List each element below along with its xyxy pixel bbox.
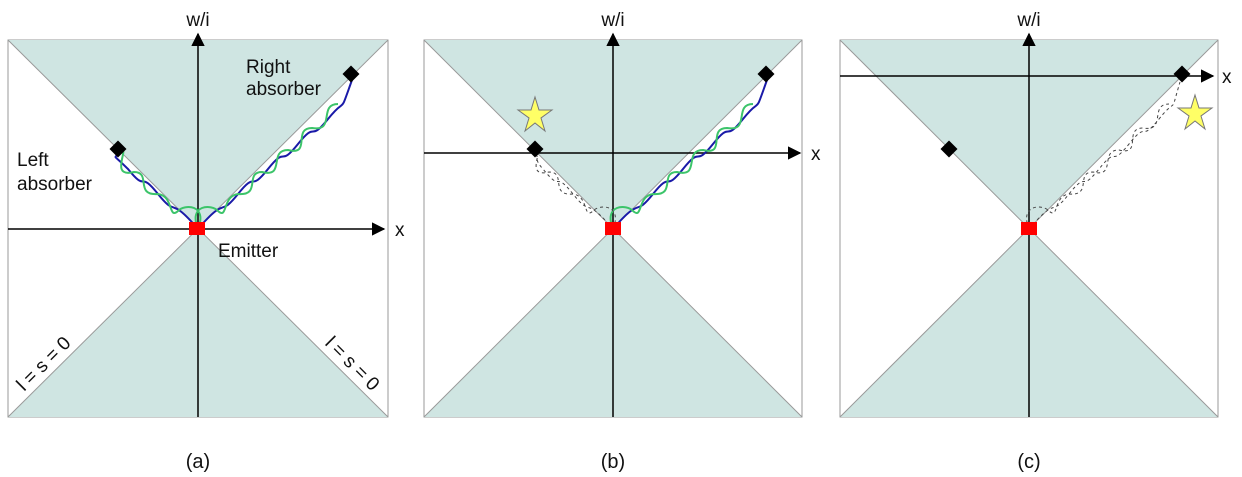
panel-a: w/i x Emitter Right absorber Left absorb… xyxy=(7,10,405,473)
panel-b-x-axis-label: x xyxy=(811,144,821,165)
panel-c-x-axis-label: x xyxy=(1222,67,1232,88)
panel-a-y-axis-label: w/i xyxy=(185,10,209,31)
panel-a-right-wave-blue xyxy=(197,79,353,230)
panel-c-emitter xyxy=(1021,222,1037,235)
panel-b-right-wave-green xyxy=(609,103,754,230)
panel-a-left-absorber-label-line1: Left xyxy=(17,150,49,171)
panel-a-right-absorber xyxy=(342,65,360,83)
panel-a-right-wave-green xyxy=(194,103,339,230)
panel-b: w/i x (b) xyxy=(423,10,821,473)
panel-a-right-absorber-label-line1: Right xyxy=(246,57,291,78)
panel-c-left-absorber xyxy=(940,140,958,158)
panel-a-left-wave-blue xyxy=(114,147,199,230)
panel-a-left-wave-green xyxy=(120,149,202,230)
panel-c-star-icon xyxy=(1176,93,1214,131)
panel-a-caption: (a) xyxy=(186,451,210,473)
panel-a-x-axis-label: x xyxy=(395,220,405,241)
panel-c: w/i x (c) xyxy=(839,10,1232,473)
panel-c-y-axis-label: w/i xyxy=(1016,10,1040,31)
panel-a-emitter-label: Emitter xyxy=(218,241,279,262)
panel-b-star-icon xyxy=(516,95,554,133)
panel-c-right-wave-dashed xyxy=(1026,81,1181,230)
panel-b-caption: (b) xyxy=(601,451,625,473)
panel-c-caption: (c) xyxy=(1017,451,1040,473)
panel-b-emitter xyxy=(605,222,621,235)
panel-a-right-absorber-label-line2: absorber xyxy=(246,79,322,100)
panel-a-left-absorber-label-line2: absorber xyxy=(17,174,93,195)
panel-a-left-absorber xyxy=(109,140,127,158)
panel-b-right-wave-blue xyxy=(612,79,768,230)
panel-b-y-axis-label: w/i xyxy=(600,10,624,31)
panel-b-right-absorber xyxy=(757,65,775,83)
panel-b-left-absorber xyxy=(526,140,544,158)
panel-a-emitter xyxy=(189,222,205,235)
panel-b-left-wave-dashed xyxy=(534,149,616,230)
